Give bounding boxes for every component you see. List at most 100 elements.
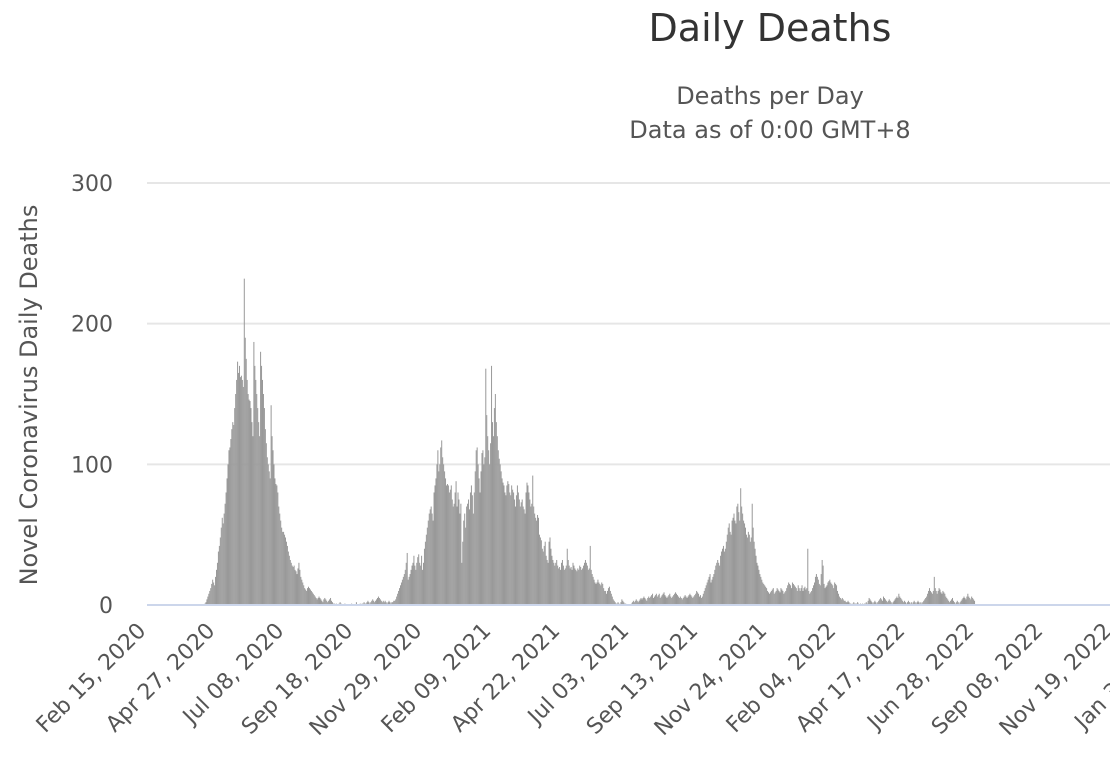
- bar: [397, 593, 399, 605]
- bar: [794, 586, 796, 605]
- bar: [591, 574, 593, 605]
- bar: [813, 585, 815, 605]
- bar: [436, 464, 438, 605]
- bar: [398, 590, 400, 605]
- bar: [650, 596, 652, 605]
- bar: [962, 597, 964, 605]
- bar: [893, 600, 895, 605]
- bar: [285, 537, 286, 605]
- bar: [421, 555, 423, 605]
- bar: [781, 589, 783, 605]
- bar: [588, 568, 590, 605]
- bar: [875, 602, 877, 605]
- bar: [746, 537, 748, 605]
- bar: [901, 599, 903, 605]
- bar: [883, 597, 885, 605]
- bar: [519, 506, 521, 605]
- bar: [835, 583, 837, 605]
- bar: [431, 513, 433, 605]
- bar: [788, 582, 790, 605]
- bar: [402, 576, 404, 605]
- bar: [828, 581, 830, 605]
- bar: [213, 582, 215, 605]
- bar: [745, 527, 746, 605]
- bar: [322, 602, 324, 605]
- bar: [717, 559, 719, 605]
- bar: [246, 379, 248, 605]
- bar: [260, 351, 262, 605]
- bar: [564, 568, 566, 605]
- bar: [620, 602, 622, 605]
- bar: [528, 492, 530, 605]
- bar: [937, 590, 939, 605]
- bar: [472, 513, 474, 605]
- bar: [225, 492, 227, 605]
- bar: [814, 582, 815, 605]
- bar: [801, 585, 803, 605]
- bar: [543, 545, 545, 605]
- bar: [578, 569, 580, 605]
- bar: [703, 590, 705, 605]
- bar: [355, 602, 357, 605]
- bar: [603, 588, 605, 605]
- bar: [945, 596, 947, 605]
- bar: [252, 436, 254, 605]
- bar: [491, 365, 493, 605]
- bar: [227, 464, 229, 605]
- bar: [289, 559, 291, 605]
- bar: [791, 582, 793, 605]
- bar: [243, 278, 245, 605]
- bar: [877, 602, 879, 605]
- bar: [710, 582, 712, 605]
- bar: [219, 537, 221, 605]
- bar: [892, 602, 894, 605]
- bar: [576, 571, 578, 605]
- bar: [736, 506, 738, 605]
- bar: [524, 513, 526, 605]
- bar: [533, 506, 535, 605]
- bar: [676, 593, 677, 605]
- bar: [928, 590, 930, 605]
- bar: [960, 600, 962, 605]
- bar: [316, 599, 318, 605]
- bar: [735, 523, 737, 605]
- bar: [570, 567, 572, 605]
- bar: [906, 602, 908, 605]
- bar: [529, 499, 531, 605]
- bar: [418, 554, 420, 605]
- bar: [664, 595, 666, 605]
- bar: [610, 593, 612, 605]
- bar: [393, 600, 395, 605]
- bar: [236, 379, 238, 605]
- bar: [686, 597, 688, 605]
- y-axis-ticks: 0 100 200 300: [71, 172, 113, 619]
- bar: [408, 576, 410, 605]
- bar: [254, 365, 256, 605]
- bar: [696, 590, 698, 605]
- bar: [885, 600, 887, 605]
- bar: [271, 436, 273, 605]
- bar: [917, 600, 919, 605]
- bar: [538, 534, 540, 605]
- bar: [929, 590, 931, 605]
- bar: [309, 589, 311, 605]
- bar: [486, 415, 488, 605]
- bar: [742, 513, 744, 605]
- bar: [207, 596, 209, 605]
- bar: [238, 372, 240, 605]
- bar: [886, 602, 888, 605]
- bar: [399, 588, 401, 605]
- bar: [622, 600, 624, 605]
- bar: [585, 562, 587, 605]
- bar: [881, 599, 883, 605]
- bar: [733, 513, 735, 605]
- bar: [325, 599, 327, 605]
- bar: [302, 582, 304, 605]
- bar: [403, 574, 405, 605]
- bar: [725, 541, 727, 605]
- bar: [672, 596, 674, 605]
- bar: [572, 562, 574, 605]
- bar: [771, 589, 773, 605]
- bar: [653, 597, 654, 605]
- bar: [695, 593, 697, 605]
